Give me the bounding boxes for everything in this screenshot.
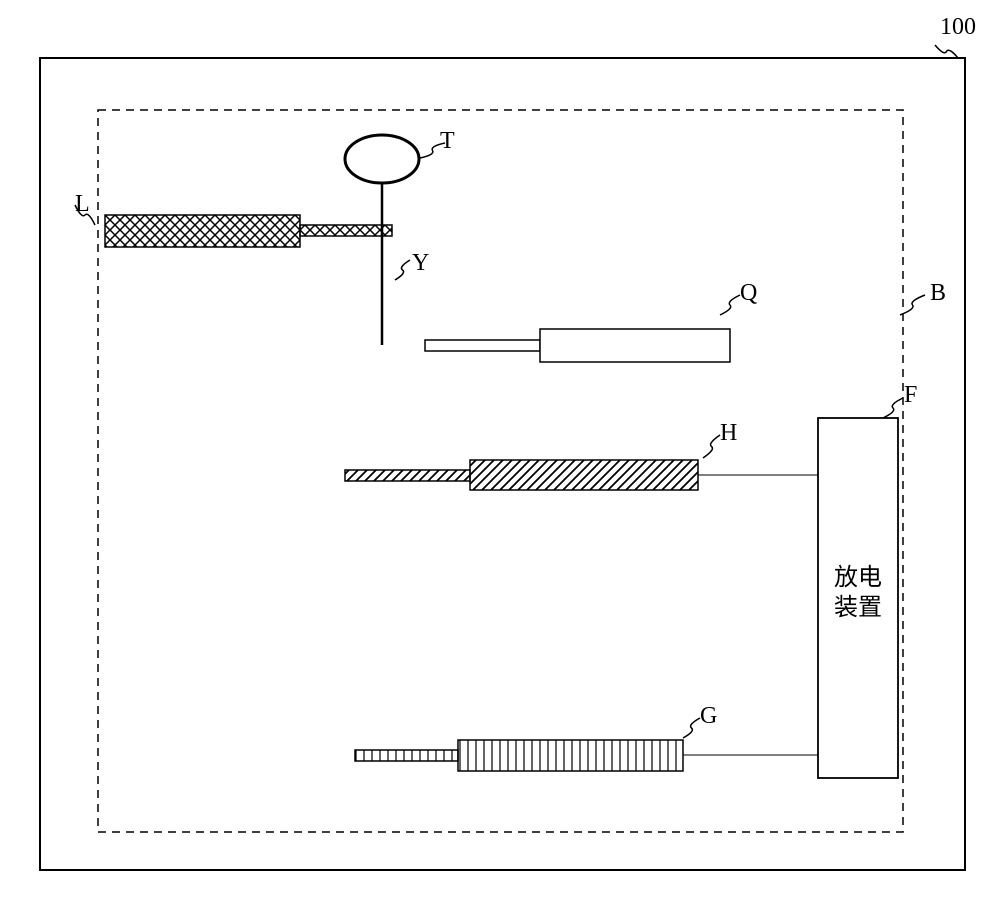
component-Q: [425, 329, 730, 362]
component-T: [345, 135, 419, 345]
leader-G: [683, 718, 700, 738]
component-G: [355, 740, 818, 771]
label-Q: Q: [740, 280, 757, 306]
technical-diagram: 放电 装置 100 T L Y Q B H F G: [0, 0, 1000, 899]
label-100: 100: [940, 14, 976, 40]
label-L: L: [75, 191, 90, 217]
leader-Q: [720, 295, 740, 315]
component-H: [345, 460, 818, 490]
leader-F: [883, 398, 903, 418]
leader-Y: [395, 260, 410, 280]
label-F: F: [904, 382, 917, 408]
label-G: G: [700, 703, 717, 729]
leader-100: [935, 45, 958, 58]
label-B: B: [930, 280, 946, 306]
label-T: T: [440, 128, 455, 154]
device-text-line1: 放电: [834, 564, 882, 591]
label-Y: Y: [412, 250, 429, 276]
label-H: H: [720, 420, 737, 446]
component-F: 放电 装置: [818, 418, 898, 778]
component-L: [105, 215, 392, 247]
device-text-line2: 装置: [834, 594, 882, 621]
leader-H: [703, 435, 720, 458]
